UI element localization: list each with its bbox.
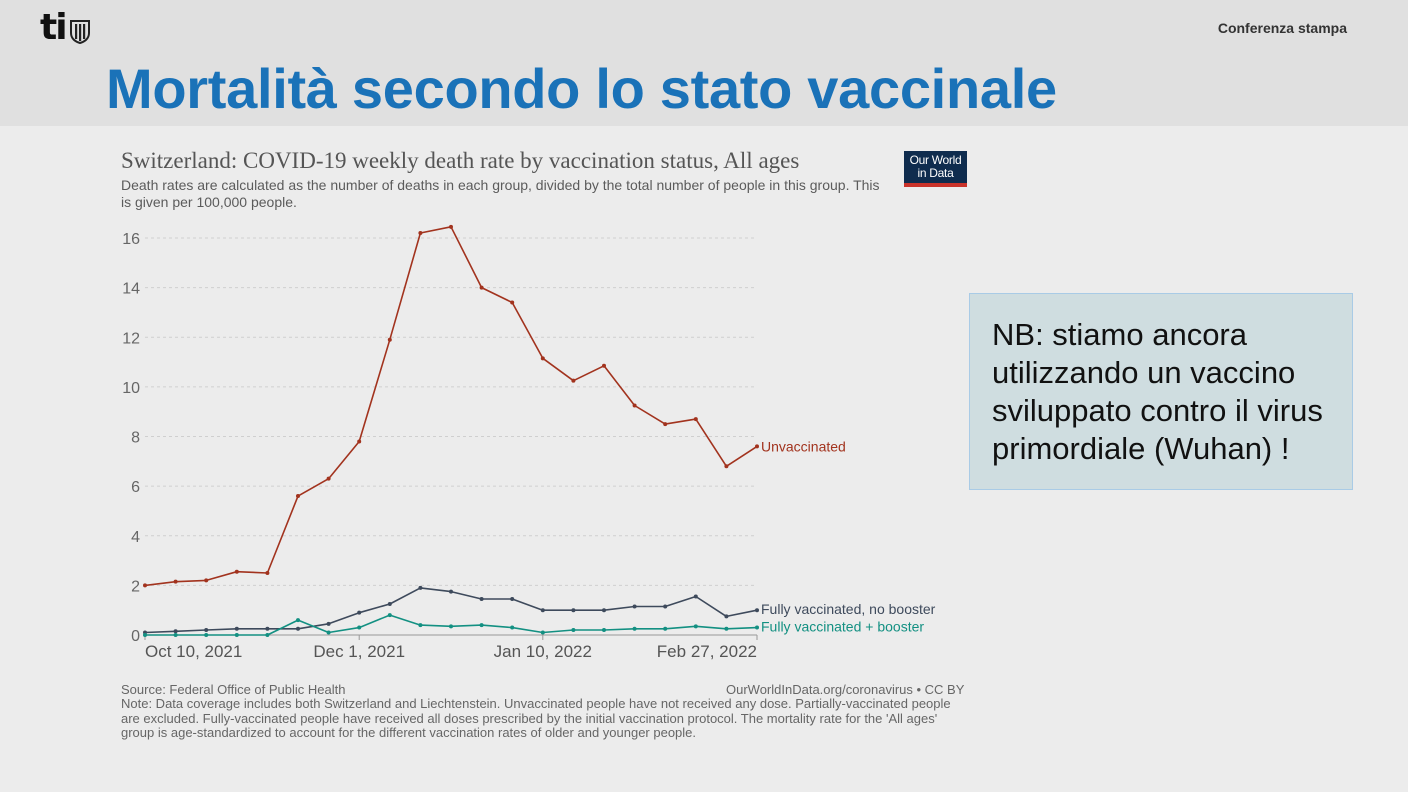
series-line: [144, 226, 758, 587]
header-label: Conferenza stampa: [1217, 20, 1347, 36]
data-point: [173, 633, 178, 637]
data-point: [571, 628, 576, 633]
x-tick-label: Oct 10, 2021: [145, 642, 242, 661]
data-point: [693, 594, 698, 599]
y-tick-label: 6: [131, 479, 140, 496]
data-point: [479, 597, 484, 602]
data-point: [479, 285, 484, 290]
data-point: [265, 626, 270, 631]
y-tick-label: 16: [122, 231, 140, 248]
data-point: [204, 633, 209, 637]
series-label: Unvaccinated: [761, 438, 846, 454]
data-point: [204, 628, 209, 633]
data-point: [755, 608, 759, 613]
data-point: [602, 628, 606, 633]
data-point: [540, 356, 545, 361]
owid-badge-line2: in Data: [917, 166, 954, 180]
data-point: [724, 614, 729, 619]
data-point: [632, 403, 637, 408]
owid-badge-line1: Our World: [909, 153, 962, 167]
data-point: [602, 608, 606, 613]
data-point: [540, 630, 545, 635]
data-point: [449, 589, 453, 594]
chart-note: Note: Data coverage includes both Switze…: [121, 696, 951, 740]
data-point: [173, 629, 178, 634]
data-point: [510, 300, 515, 305]
y-tick-label: 0: [131, 628, 140, 645]
data-point: [418, 585, 423, 590]
chart-source: Source: Federal Office of Public Health: [121, 682, 346, 697]
data-point: [510, 625, 515, 630]
data-point: [602, 363, 606, 368]
data-point: [387, 613, 392, 618]
data-point: [510, 597, 515, 602]
x-tick-label: Dec 1, 2021: [313, 642, 405, 661]
data-point: [357, 610, 362, 615]
data-point: [265, 570, 270, 575]
callout-box: NB: stiamo ancora utilizzando un vaccino…: [969, 293, 1353, 490]
data-point: [479, 623, 484, 628]
data-point: [540, 608, 545, 613]
data-point: [571, 608, 576, 613]
owid-link[interactable]: OurWorldInData.org/coronavirus • CC BY: [726, 682, 965, 697]
series-label: Fully vaccinated, no booster: [761, 601, 936, 617]
data-point: [326, 621, 331, 626]
data-point: [143, 583, 147, 588]
data-point: [234, 633, 239, 637]
data-point: [724, 626, 729, 631]
data-point: [296, 618, 300, 623]
data-point: [357, 625, 362, 630]
chart-title: Switzerland: COVID-19 weekly death rate …: [121, 148, 800, 173]
data-point: [387, 337, 392, 342]
data-point: [632, 604, 637, 609]
data-point: [693, 624, 698, 629]
data-point: [326, 630, 331, 635]
data-point: [234, 626, 239, 631]
data-point: [418, 231, 423, 236]
header-band: [0, 0, 1408, 126]
data-point: [173, 579, 178, 584]
data-point: [418, 623, 423, 628]
data-point: [724, 464, 729, 469]
y-tick-label: 8: [131, 430, 140, 447]
chart-subtitle: Death rates are calculated as the number…: [121, 177, 880, 210]
ticino-logo: ti: [40, 8, 90, 48]
data-point: [234, 569, 239, 574]
data-point: [326, 476, 331, 481]
data-point: [265, 633, 270, 637]
data-point: [693, 417, 698, 422]
data-point: [571, 378, 576, 383]
series-label: Fully vaccinated + booster: [761, 619, 924, 635]
y-tick-label: 2: [131, 578, 140, 595]
data-point: [296, 494, 300, 499]
data-point: [755, 625, 759, 630]
data-point: [632, 626, 637, 631]
logo-text: ti: [40, 7, 68, 48]
y-tick-label: 4: [131, 529, 140, 546]
x-tick-label: Feb 27, 2022: [657, 642, 757, 661]
y-tick-label: 10: [122, 380, 140, 397]
data-point: [663, 422, 668, 427]
data-point: [449, 224, 453, 229]
y-tick-label: 12: [122, 330, 140, 347]
data-point: [663, 604, 668, 609]
data-point: [663, 626, 668, 631]
slide-title: Mortalità secondo lo stato vaccinale: [106, 57, 1057, 120]
shield-icon: [69, 20, 90, 44]
x-tick-label: Jan 10, 2022: [494, 642, 592, 661]
data-point: [357, 439, 362, 444]
data-point: [296, 626, 300, 631]
data-point: [449, 624, 453, 629]
data-point: [143, 633, 147, 637]
owid-badge: Our World in Data: [904, 151, 967, 187]
data-point: [204, 578, 209, 583]
data-point: [755, 444, 759, 449]
data-point: [387, 601, 392, 606]
y-tick-label: 14: [122, 281, 140, 298]
callout-text: NB: stiamo ancora utilizzando un vaccino…: [992, 317, 1323, 466]
